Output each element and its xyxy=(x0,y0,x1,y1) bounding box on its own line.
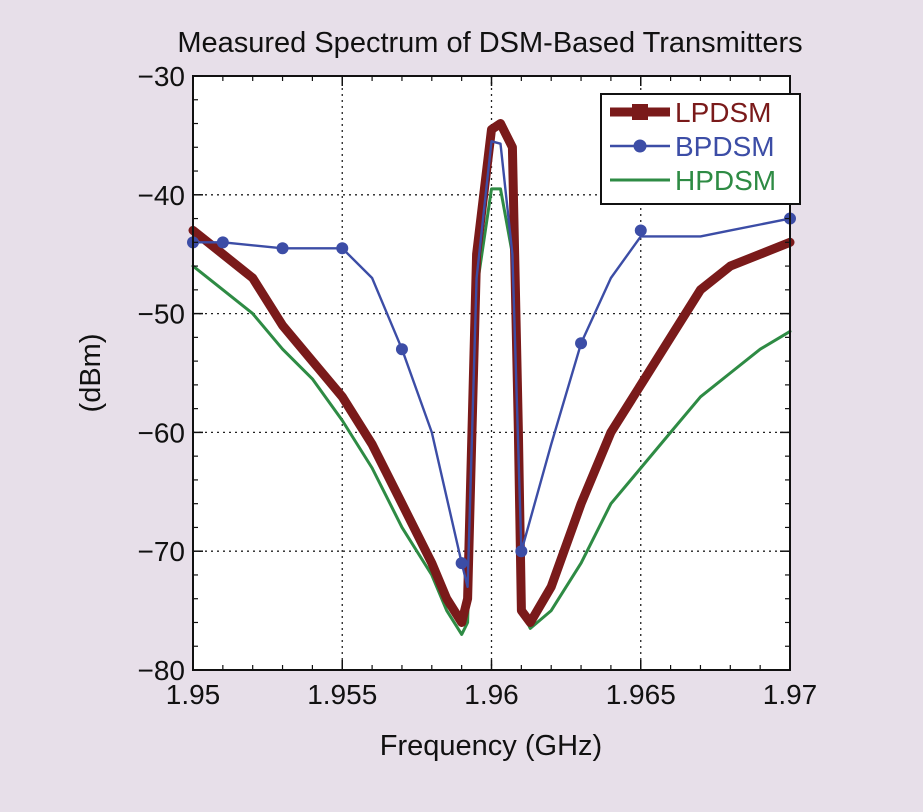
y-tick-label: −70 xyxy=(138,536,186,567)
x-tick-label: 1.96 xyxy=(464,679,519,710)
series-bpdsm-marker xyxy=(336,242,349,255)
x-tick-label: 1.95 xyxy=(166,679,221,710)
y-tick-label: −30 xyxy=(138,61,186,92)
y-tick-label: −40 xyxy=(138,180,186,211)
x-axis-label: Frequency (GHz) xyxy=(380,730,602,762)
series-hpdsm-line xyxy=(191,187,792,636)
legend-marker-bpdsm xyxy=(633,139,647,153)
series-bpdsm-marker xyxy=(455,557,468,570)
y-tick-label: −60 xyxy=(138,417,186,448)
series-bpdsm-marker xyxy=(216,236,229,249)
legend-label-bpdsm: BPDSM xyxy=(675,131,775,162)
series-bpdsm-marker xyxy=(634,224,647,237)
series-layer xyxy=(187,119,796,636)
series-lpdsm-line xyxy=(188,119,795,627)
legend-label-lpdsm: LPDSM xyxy=(675,97,771,128)
chart-title: Measured Spectrum of DSM-Based Transmitt… xyxy=(177,27,802,59)
x-tick-label: 1.965 xyxy=(606,679,676,710)
y-tick-label: −50 xyxy=(138,299,186,330)
series-bpdsm-marker xyxy=(515,545,528,558)
series-bpdsm-marker xyxy=(276,242,289,255)
y-axis-label: (dBm) xyxy=(75,334,107,413)
legend-label-hpdsm: HPDSM xyxy=(675,165,776,196)
legend-marker-lpdsm xyxy=(632,104,648,120)
series-bpdsm-marker xyxy=(575,337,588,350)
series-bpdsm-line xyxy=(191,140,792,588)
x-tick-label: 1.955 xyxy=(307,679,377,710)
x-tick-label: 1.97 xyxy=(763,679,818,710)
series-bpdsm-marker xyxy=(395,343,408,356)
y-tick-label: −80 xyxy=(138,655,186,686)
ticks: 1.95 1.955 1.96 1.965 1.97 −30 −40 −50 −60 −70 −80 xyxy=(138,61,818,710)
